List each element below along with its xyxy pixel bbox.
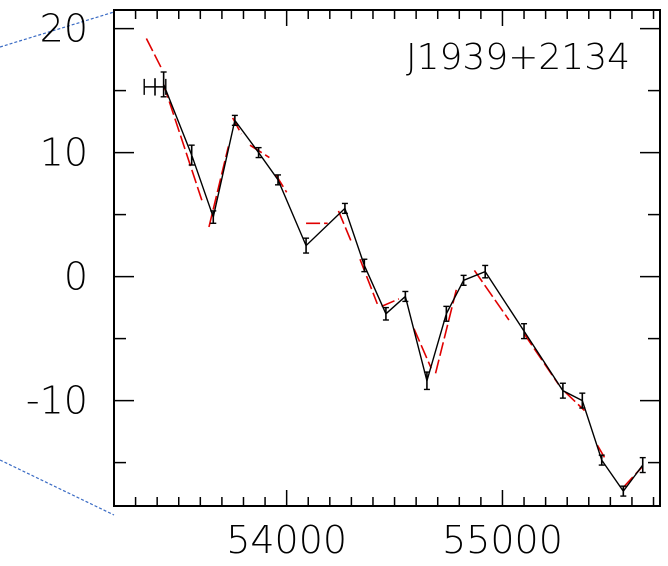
model-segment <box>381 298 400 308</box>
zoom-connectors <box>0 11 115 516</box>
residual-point <box>579 392 586 409</box>
y-tick-label: 0 <box>64 255 88 299</box>
residual-point <box>620 485 627 497</box>
residual-point <box>275 174 282 186</box>
model-series <box>145 38 644 488</box>
residual-point <box>188 144 195 166</box>
residual-point <box>482 264 489 279</box>
residual-point <box>361 258 368 273</box>
residual-point <box>160 71 167 98</box>
zoom-connector-bottom <box>0 459 115 516</box>
model-segment <box>162 84 204 203</box>
residual-point <box>402 290 409 303</box>
residual-point <box>255 146 262 159</box>
residual-point <box>231 114 238 127</box>
residual-point <box>460 274 467 286</box>
plot-frame <box>113 9 661 507</box>
x-tick-label: 54000 <box>226 518 347 562</box>
model-segment <box>473 269 510 321</box>
y-tick-label: 20 <box>40 7 88 51</box>
x-tick-label: 55000 <box>442 518 563 562</box>
residual-point <box>382 306 389 321</box>
model-segment <box>359 258 379 305</box>
tick-labels: 20 10 0 -10 54000 55000 <box>26 7 563 562</box>
y-tick-label: -10 <box>26 379 88 423</box>
residual-line <box>162 84 644 493</box>
residual-series <box>143 71 646 497</box>
residual-point <box>423 371 430 391</box>
model-segment <box>413 328 432 369</box>
model-segment <box>145 38 163 69</box>
chart-title: J1939+2134 <box>406 37 630 78</box>
model-segment <box>337 210 353 243</box>
residual-point <box>303 237 310 254</box>
y-tick-label: 10 <box>40 131 88 175</box>
residual-point <box>639 456 646 474</box>
residual-point <box>598 454 605 466</box>
residual-point <box>341 202 348 215</box>
axis-ticks <box>113 10 660 506</box>
model-segment <box>249 144 270 159</box>
residual-point <box>443 305 450 322</box>
model-segment <box>596 444 607 461</box>
residual-point <box>521 323 528 340</box>
residual-point <box>210 210 217 224</box>
model-segment <box>523 333 560 385</box>
residual-point <box>559 382 566 399</box>
residual-point <box>143 78 167 96</box>
